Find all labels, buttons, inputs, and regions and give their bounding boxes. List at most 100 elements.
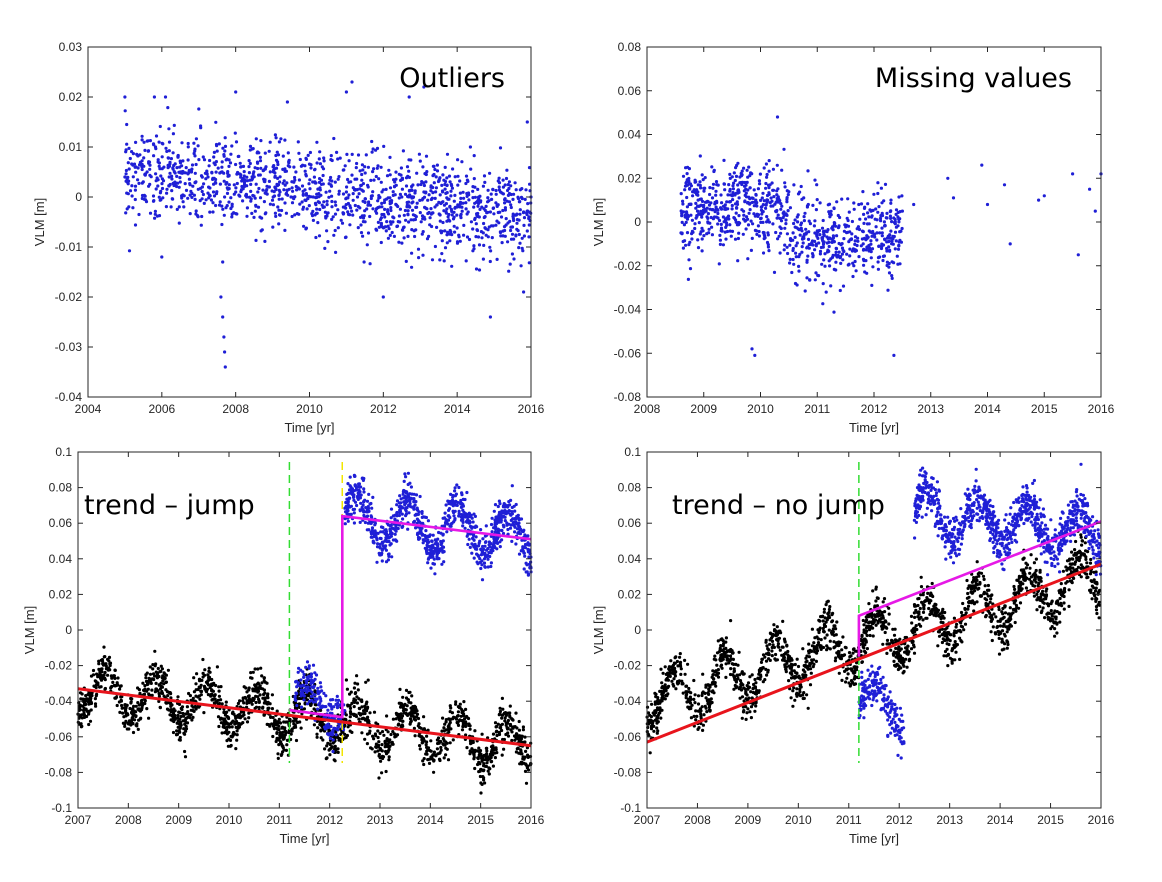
data-point (217, 142, 221, 146)
data-point (420, 180, 424, 184)
data-point (351, 192, 355, 196)
data-point (445, 207, 449, 211)
data-point-adjusted (443, 511, 447, 515)
data-point-adjusted (431, 562, 435, 566)
data-point (853, 259, 857, 264)
data-point (419, 220, 423, 224)
x-tick-label: 2006 (148, 402, 175, 416)
data-point-observed (276, 752, 280, 756)
data-point (697, 221, 701, 225)
data-point (878, 216, 883, 220)
data-point (160, 182, 164, 186)
data-point (774, 200, 778, 204)
data-point (818, 233, 822, 237)
data-point (798, 190, 802, 194)
data-point (124, 172, 128, 176)
data-point (420, 232, 424, 236)
data-point (498, 146, 503, 150)
data-point-adjusted (362, 500, 366, 504)
data-point (371, 147, 375, 151)
data-point (350, 173, 354, 177)
data-point (385, 174, 390, 178)
data-point-observed (192, 676, 196, 680)
data-point-observed (275, 731, 279, 736)
data-point-observed (88, 719, 93, 723)
data-point (745, 215, 749, 219)
data-point (794, 244, 798, 248)
data-point (464, 259, 468, 263)
data-point (326, 211, 330, 215)
data-point (831, 228, 835, 232)
data-point (806, 202, 810, 207)
data-point (749, 248, 754, 252)
data-point (354, 166, 358, 170)
data-point (459, 196, 463, 200)
data-point-observed (500, 716, 504, 720)
data-point (717, 262, 721, 266)
data-point-observed (460, 710, 464, 714)
data-point (723, 188, 727, 192)
data-point (411, 196, 415, 200)
data-point-adjusted (388, 543, 392, 547)
data-point-observed (391, 730, 395, 734)
data-point (440, 252, 444, 256)
data-point (192, 151, 196, 156)
data-point (899, 240, 904, 244)
data-point (384, 229, 388, 233)
data-point (511, 212, 515, 216)
data-point (698, 232, 702, 236)
data-point-observed (170, 703, 174, 707)
data-point (435, 225, 439, 229)
data-point (177, 185, 181, 189)
data-point-observed (227, 737, 231, 741)
data-point-adjusted (352, 521, 356, 525)
data-point-adjusted (489, 522, 494, 527)
data-point (447, 197, 451, 201)
data-point (514, 188, 518, 192)
data-point (433, 205, 437, 209)
data-point (346, 212, 351, 216)
data-point-observed (171, 715, 176, 719)
data-point (748, 201, 752, 205)
data-point (757, 179, 762, 183)
data-point (689, 202, 693, 206)
data-point-observed (413, 734, 417, 738)
data-point (188, 182, 192, 186)
data-point (207, 193, 212, 197)
data-point (495, 257, 499, 261)
data-point (733, 178, 737, 183)
data-point (711, 182, 716, 186)
data-point-observed (365, 706, 369, 711)
data-point-observed (360, 717, 364, 721)
data-point (363, 165, 367, 169)
data-point-observed (517, 728, 522, 732)
data-point (882, 254, 887, 258)
data-point-observed (403, 702, 407, 707)
data-point-adjusted (470, 551, 474, 555)
data-point-observed (351, 712, 355, 716)
data-point (714, 193, 718, 197)
data-point (849, 237, 853, 242)
data-point (518, 241, 522, 245)
data-point-observed (177, 729, 181, 733)
data-point (386, 208, 390, 212)
data-point-observed (176, 695, 180, 699)
data-point (756, 187, 761, 191)
data-point-observed (506, 718, 510, 723)
data-point (325, 199, 329, 203)
data-point-adjusted (394, 529, 398, 533)
data-point (475, 200, 479, 204)
data-point (689, 213, 693, 217)
data-point (807, 219, 811, 223)
data-point (700, 226, 704, 230)
data-point-observed (448, 741, 452, 745)
data-point-observed (435, 747, 439, 751)
data-point (874, 225, 878, 229)
data-point (453, 193, 457, 197)
data-point-observed (265, 722, 269, 727)
data-point-observed (189, 713, 193, 717)
data-point (189, 170, 193, 174)
data-point (813, 248, 817, 252)
y-tick-label: 0.02 (59, 90, 83, 104)
